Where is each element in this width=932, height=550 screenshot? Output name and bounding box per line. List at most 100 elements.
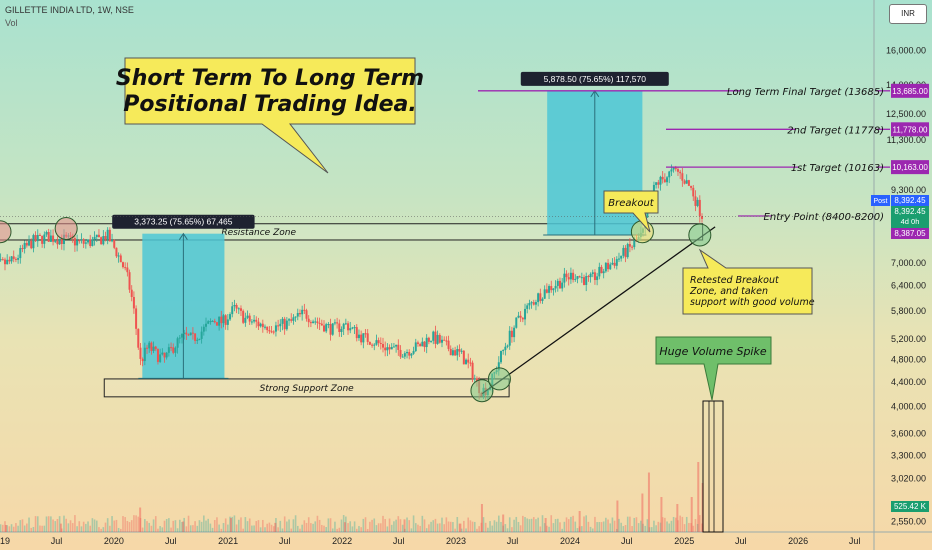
resistance-zone-label: Resistance Zone <box>221 228 296 238</box>
volume-bar <box>552 523 555 532</box>
volume-bar <box>343 522 346 532</box>
candle-body <box>106 229 109 240</box>
volume-bar <box>17 525 19 532</box>
volume-bar <box>432 520 435 532</box>
candle-body <box>661 176 664 180</box>
volume-bar <box>436 523 439 532</box>
candle-body <box>264 326 267 328</box>
candle-body <box>218 316 221 326</box>
volume-bar <box>262 519 264 532</box>
candle-body <box>646 210 649 218</box>
volume-bar <box>666 521 668 532</box>
volume-bar <box>19 520 22 532</box>
volume-bar <box>237 519 240 532</box>
candle-body <box>397 344 400 350</box>
volume-bar <box>224 518 227 532</box>
volume-bar <box>458 523 461 532</box>
x-tick-label: Jul <box>735 536 747 546</box>
volume-bar <box>50 516 52 532</box>
volume-bar <box>89 525 92 532</box>
candle-body <box>215 322 218 326</box>
volume-bar <box>489 521 491 532</box>
candle-body <box>456 349 459 356</box>
candle-body <box>36 234 39 242</box>
candle-body <box>124 267 127 269</box>
volume-bar <box>200 521 203 532</box>
volume-bar <box>519 525 522 532</box>
candle-body <box>34 235 37 242</box>
volume-bar <box>45 516 48 532</box>
measure-label: 3,373.25 (75.65%) 67,465 <box>134 217 233 227</box>
volume-bar <box>87 521 89 532</box>
volume-bar <box>537 517 539 532</box>
candle-body <box>91 239 94 246</box>
volume-bar <box>43 525 46 532</box>
candle-body <box>548 286 551 293</box>
volume-bar <box>382 515 384 532</box>
candle-body <box>534 302 537 305</box>
volume-bar <box>696 523 699 532</box>
volume-bar <box>183 517 185 532</box>
volume-bar <box>465 528 467 532</box>
volume-bar <box>176 528 179 532</box>
volume-bar <box>550 515 553 532</box>
candle-body <box>115 247 118 257</box>
volume-bar <box>613 520 616 532</box>
candle-body <box>224 315 227 325</box>
volume-bar <box>126 520 129 532</box>
volume-bar <box>694 519 697 532</box>
last-price-value: 8,392.45 <box>894 207 926 216</box>
candle-body <box>139 347 142 359</box>
volume-bar <box>390 524 393 532</box>
volume-bar <box>633 517 636 532</box>
candle-body <box>76 240 79 246</box>
volume-bar <box>522 515 524 532</box>
candle-body <box>556 280 559 286</box>
candle-body <box>539 293 542 301</box>
candle-body <box>506 345 509 347</box>
volume-bar <box>546 525 548 532</box>
main-title-line: Short Term To Long Term <box>116 66 424 91</box>
volume-bar <box>637 523 640 532</box>
candle-body <box>266 326 269 331</box>
volume-bar <box>347 523 349 532</box>
volume-bar <box>480 522 483 532</box>
candle-body <box>386 347 389 351</box>
volume-bar <box>353 521 356 532</box>
volume-bar <box>154 516 157 532</box>
candle-body <box>530 302 533 304</box>
candle-body <box>89 239 92 246</box>
candle-body <box>6 259 9 265</box>
volume-bar <box>419 525 421 532</box>
candle-body <box>508 330 511 346</box>
y-tick-label: 4,000.00 <box>891 401 926 411</box>
volume-bar <box>659 522 662 532</box>
volume-bar <box>504 524 507 532</box>
measure-label-bg <box>520 71 669 86</box>
candle-body <box>135 308 138 329</box>
candle-body <box>104 236 107 240</box>
candle-body <box>412 351 415 354</box>
volume-bar <box>401 524 404 532</box>
candle-body <box>679 171 682 174</box>
candle-body <box>222 315 225 324</box>
candle-body <box>379 342 382 345</box>
volume-bar <box>301 524 303 532</box>
candle-body <box>237 308 240 310</box>
candle-body <box>515 317 518 328</box>
volume-spike-bar <box>708 400 715 533</box>
candle-body <box>532 302 535 305</box>
volume-bar <box>602 521 605 532</box>
currency-selector[interactable]: INR <box>889 4 927 24</box>
volume-bar <box>644 525 646 532</box>
volume-bar <box>556 518 559 532</box>
volume-bar <box>54 521 57 532</box>
candle-body <box>353 327 356 329</box>
y-tick-label: 16,000.00 <box>886 46 926 56</box>
volume-bar <box>452 522 454 532</box>
candle-body <box>283 318 286 330</box>
candle-body <box>659 176 662 185</box>
volume-bar <box>246 521 249 532</box>
volume-bar <box>502 525 504 532</box>
